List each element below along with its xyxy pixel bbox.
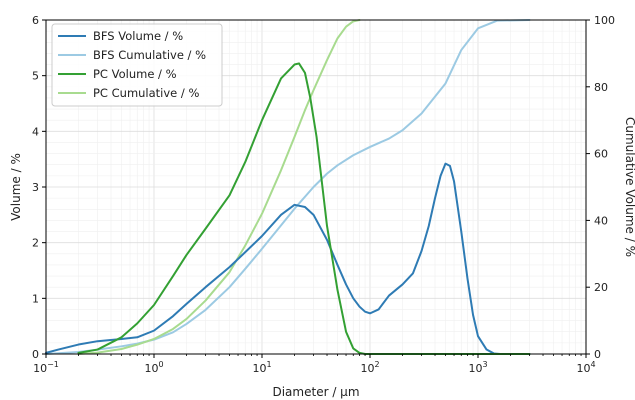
y-tick-label: 2 [32,237,39,250]
series-line-pc-cumulative [77,19,361,355]
x-tick-label: 10−1 [33,360,59,375]
y-tick-label: 5 [32,70,39,83]
series-line-bfs-volume [45,162,531,355]
legend-label: BFS Volume / % [93,29,183,43]
x-tick-label: 102 [360,360,379,375]
legend-box [51,23,223,107]
series-line-pc-volume [77,62,531,355]
y2-tick-label: 80 [594,81,608,94]
y-tick-label: 1 [32,292,39,305]
y2-tick-label: 60 [594,148,608,161]
x-tick-label: 100 [144,360,163,375]
legend-label: BFS Cumulative / % [93,48,206,62]
legend-label: PC Cumulative / % [93,86,199,100]
y2-tick-label: 100 [594,14,615,27]
y2-tick-label: 20 [594,281,608,294]
y-tick-label: 3 [32,181,39,194]
x-tick-label: 103 [468,360,487,375]
y2-tick-label: 40 [594,214,608,227]
legend: BFS Volume / % BFS Cumulative / % PC Volum… [51,23,223,107]
y-tick-label: 6 [32,14,39,27]
y-tick-label: 0 [32,348,39,361]
x-tick-label: 101 [252,360,271,375]
y2-tick-label: 0 [594,348,601,361]
legend-label: PC Volume / % [93,67,177,81]
y-tick-label: 4 [32,125,39,138]
x-tick-label: 104 [576,360,595,375]
y2-axis-label: Cumulative Volume / % [623,117,635,257]
x-axis-label: Diameter / μm [272,385,359,399]
y-axis-label: Volume / % [9,153,23,221]
